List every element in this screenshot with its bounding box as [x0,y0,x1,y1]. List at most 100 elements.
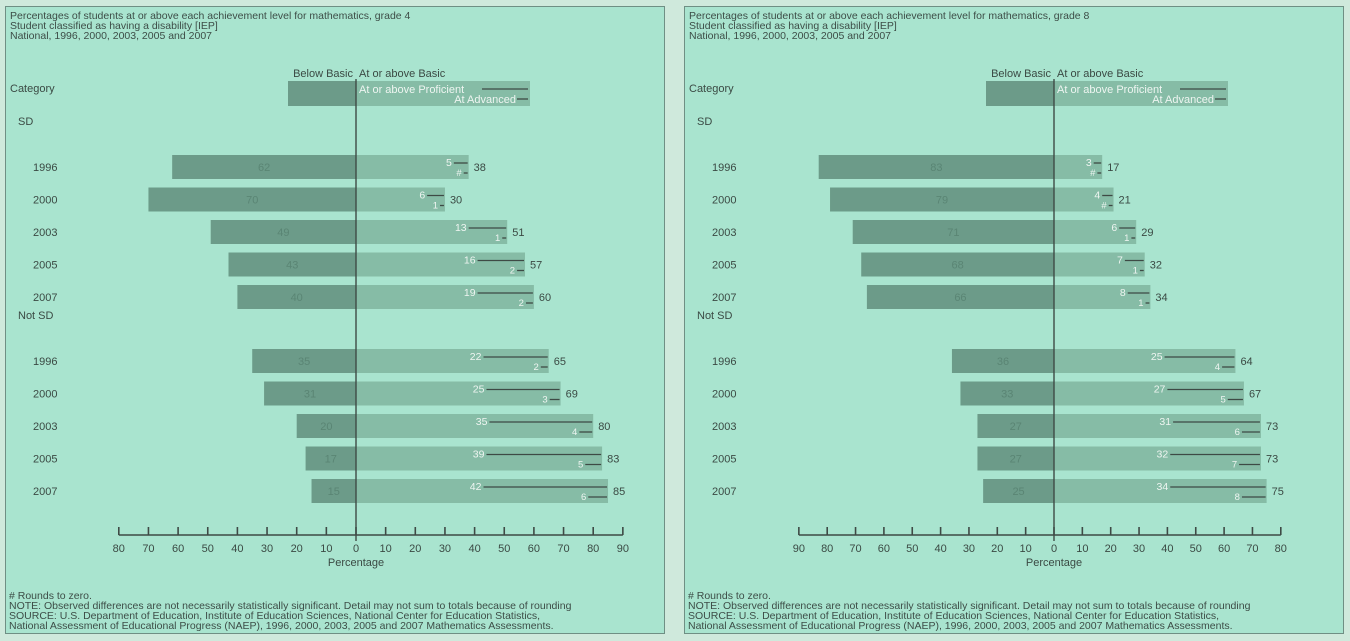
x-tick-label: 40 [231,543,243,555]
grade8-chart-svg: Category Below Basic At or above Basic At o… [689,68,1287,569]
advanced-value: 6 [1235,427,1240,438]
advanced-value: 8 [1235,492,1240,503]
below-basic-bar [852,220,1054,244]
at-or-above-basic-value: 67 [1249,389,1261,401]
below-basic-value: 71 [947,227,959,239]
at-or-above-basic-bar [1054,220,1137,244]
x-tick-label: 90 [793,543,805,555]
below-basic-bar [305,446,356,471]
year-label: 2000 [712,389,736,401]
year-label: 2003 [33,421,57,433]
x-tick-label: 40 [1161,543,1173,555]
below-basic-value: 43 [286,260,298,272]
below-basic-bar [228,252,356,277]
x-tick-label: 80 [113,543,125,555]
below-basic-value: 70 [246,195,258,207]
chart-footnotes: # Rounds to zero. NOTE: Observed differe… [9,591,571,632]
group-label: SD [697,116,712,128]
x-tick-label: 60 [1218,543,1230,555]
below-basic-bar [983,479,1054,503]
legend-at-or-above-basic-swatch [356,81,530,106]
x-tick-label: 10 [320,543,332,555]
at-or-above-basic-value: 34 [1155,292,1167,304]
at-or-above-basic-bar [356,220,508,244]
category-header: Category [10,83,55,95]
x-tick-label: 50 [906,543,918,555]
below-basic-bar [977,446,1054,471]
at-or-above-basic-value: 17 [1107,162,1119,174]
x-tick-label: 30 [261,543,273,555]
x-tick-label: 50 [202,543,214,555]
year-label: 2007 [33,292,57,304]
below-basic-bar [296,414,356,438]
below-basic-value: 36 [997,356,1009,368]
proficient-value: 16 [464,255,476,267]
x-tick-label: 80 [587,543,599,555]
x-tick-label: 40 [934,543,946,555]
grade4-chart-svg: Category Below Basic At or above Basic At o… [10,68,629,569]
group-label: SD [18,116,33,128]
advanced-value: 1 [495,233,500,244]
below-basic-value: 66 [954,292,966,304]
below-basic-value: 25 [1012,486,1024,498]
at-or-above-basic-bar [1054,349,1236,373]
legend-at-or-above-basic-label: At or above Basic [1057,68,1144,80]
year-label: 2005 [712,260,736,272]
advanced-value: # [456,168,462,179]
below-basic-bar [252,349,356,373]
year-label: 1996 [712,356,736,368]
chart-subtitle: Student classified as having a disabilit… [689,20,897,32]
below-basic-bar [311,479,356,503]
below-basic-value: 20 [320,421,332,433]
x-tick-label: 10 [1076,543,1088,555]
x-tick-label: 20 [409,543,421,555]
at-or-above-basic-value: 64 [1240,356,1252,368]
year-label: 2005 [33,260,57,272]
below-basic-value: 62 [258,162,270,174]
at-or-above-basic-bar [1054,285,1151,309]
x-tick-label: 70 [1246,543,1258,555]
chart-title-block: Percentages of students at or above each… [10,11,410,42]
proficient-value: 3 [1086,157,1092,169]
advanced-value: 2 [533,362,538,373]
below-basic-value: 27 [1010,421,1022,433]
x-tick-label: 0 [1051,543,1057,555]
below-basic-bar [172,155,356,179]
at-or-above-basic-value: 75 [1272,486,1284,498]
below-basic-bar [951,349,1054,373]
proficient-value: 13 [455,222,467,234]
below-basic-bar [977,414,1054,438]
at-or-above-basic-bar [1054,155,1103,179]
x-tick-label: 30 [963,543,975,555]
year-label: 2000 [33,389,57,401]
proficient-value: 25 [1151,351,1163,363]
x-tick-label: 70 [557,543,569,555]
at-or-above-basic-value: 57 [530,260,542,272]
x-tick-label: 20 [991,543,1003,555]
proficient-value: 31 [1159,416,1171,428]
proficient-value: 7 [1117,255,1123,267]
x-tick-label: 40 [468,543,480,555]
at-or-above-basic-value: 83 [607,454,619,466]
below-basic-value: 17 [325,454,337,466]
chart-footnotes: # Rounds to zero. NOTE: Observed differe… [688,591,1251,632]
chart-subtitle-2: National, 1996, 2000, 2003, 2005 and 200… [689,30,892,42]
x-tick-label: 60 [878,543,890,555]
x-tick-label: 80 [821,543,833,555]
at-or-above-basic-value: 85 [613,486,625,498]
at-or-above-basic-bar [356,285,534,309]
footnote-note: NOTE: Observed differences are not neces… [688,600,1251,612]
proficient-value: 39 [473,449,485,461]
below-basic-value: 33 [1001,389,1013,401]
below-basic-value: 27 [1010,454,1022,466]
below-basic-value: 31 [304,389,316,401]
at-or-above-basic-bar [1054,381,1244,406]
chart-title: Percentages of students at or above each… [689,10,1090,22]
legend-at-advanced-label: At Advanced [1152,94,1214,106]
proficient-value: 19 [464,287,476,299]
year-label: 2005 [712,454,736,466]
advanced-value: 1 [1138,298,1143,309]
year-label: 1996 [33,356,57,368]
at-or-above-basic-bar [1054,187,1114,212]
at-or-above-basic-value: 29 [1141,227,1153,239]
